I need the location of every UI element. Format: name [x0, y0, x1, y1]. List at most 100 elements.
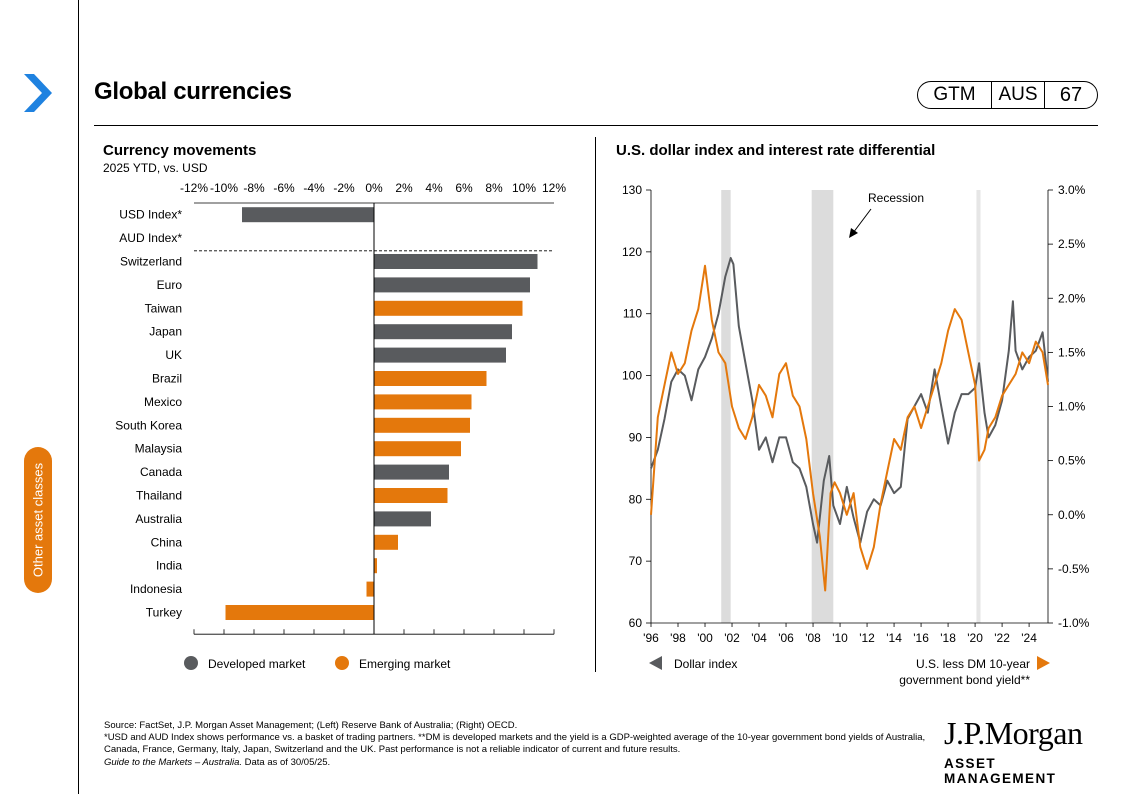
left-chart-title: Currency movements [103, 142, 257, 159]
category-label: Euro [157, 278, 183, 292]
x-tick-label: 2% [395, 181, 413, 195]
category-label: China [151, 535, 183, 549]
x-tick-label: '02 [724, 631, 740, 645]
dollar-index-chart: 60 70 80 90 100 110 120 130 -1.0% -0.5% 0.0% 0.5% 1.… [622, 183, 1090, 687]
x-tick-label: '16 [913, 631, 929, 645]
logo-wordmark: J.P.Morgan [944, 715, 1083, 751]
emerging-legend-marker [335, 656, 349, 670]
recession-band [976, 190, 981, 623]
right-chart-title: U.S. dollar index and interest rate diff… [616, 142, 936, 159]
recession-band [721, 190, 731, 623]
bar [374, 324, 512, 340]
category-label: Taiwan [145, 301, 182, 315]
badge-code: GTM [933, 84, 976, 105]
left-tick-label: 90 [629, 430, 643, 444]
bar [374, 464, 449, 480]
page-title: Global currencies [94, 78, 292, 105]
bar [374, 488, 448, 503]
footnote: Source: FactSet, J.P. Morgan Asset Manag… [104, 720, 934, 769]
x-tick-label: -2% [333, 181, 355, 195]
category-label: Mexico [144, 395, 182, 409]
bar [374, 558, 377, 574]
right-tick-label: 1.5% [1058, 345, 1086, 359]
right-tick-label: -0.5% [1058, 562, 1090, 576]
yield-legend-label: U.S. less DM 10-year government bond yiel… [899, 657, 1030, 687]
x-tick-label: '20 [967, 631, 983, 645]
x-tick-label: '06 [778, 631, 794, 645]
footnote-guide-title: Guide to the Markets – Australia. [104, 756, 242, 768]
left-tick-label: 120 [622, 245, 642, 259]
dollar-index-legend-label: Dollar index [674, 657, 737, 671]
bar [374, 277, 530, 293]
left-tick-label: 80 [629, 492, 643, 506]
bar [374, 394, 472, 410]
right-tick-label: -1.0% [1058, 616, 1090, 630]
right-tick-label: 0.0% [1058, 508, 1086, 522]
x-tick-label: '00 [697, 631, 713, 645]
badge-region: AUS [998, 84, 1038, 105]
category-label: Canada [140, 465, 182, 479]
x-tick-label: -8% [243, 181, 265, 195]
x-tick-label: -12% [180, 181, 208, 195]
recession-label: Recession [868, 191, 924, 205]
x-tick-label: '18 [940, 631, 956, 645]
category-label: UK [165, 348, 182, 362]
category-label: Australia [135, 512, 182, 526]
footnote-source: Source: FactSet, J.P. Morgan Asset Manag… [104, 720, 518, 731]
category-label: Turkey [146, 606, 182, 620]
category-label: Indonesia [130, 582, 182, 596]
section-tab[interactable] [24, 447, 52, 593]
developed-legend-marker [184, 656, 198, 670]
x-tick-label: 6% [455, 181, 473, 195]
left-tick-label: 130 [622, 183, 642, 197]
left-chart-subtitle: 2025 YTD, vs. USD [103, 161, 208, 175]
triangle-right-icon [1037, 656, 1050, 670]
x-tick-label: 8% [485, 181, 503, 195]
category-label: Japan [149, 325, 182, 339]
bar [374, 254, 538, 269]
badge-divider [1044, 82, 1045, 108]
x-tick-label: -10% [210, 181, 238, 195]
x-tick-label: '10 [832, 631, 848, 645]
x-tick-label: 12% [542, 181, 566, 195]
bar [366, 581, 374, 597]
badge-divider [991, 82, 992, 108]
category-label: South Korea [115, 418, 182, 432]
category-label: USD Index* [119, 208, 182, 222]
bar [374, 417, 470, 433]
bar [374, 371, 487, 386]
category-label: Malaysia [135, 442, 183, 456]
bar [374, 300, 523, 316]
x-tick-label: -6% [273, 181, 295, 195]
bar [374, 347, 506, 363]
developed-legend-label: Developed market [208, 657, 306, 671]
category-label: Switzerland [120, 255, 182, 269]
left-tick-label: 110 [623, 307, 642, 321]
dollar-index-line [650, 257, 1049, 544]
left-tick-label: 60 [629, 616, 643, 630]
bar [374, 441, 461, 457]
right-tick-label: 2.5% [1058, 237, 1086, 251]
right-tick-label: 3.0% [1058, 183, 1086, 197]
x-tick-label: '24 [1021, 631, 1037, 645]
x-tick-label: 4% [425, 181, 443, 195]
chart-divider [595, 137, 596, 672]
x-tick-label: '04 [751, 631, 767, 645]
right-tick-label: 1.0% [1058, 400, 1086, 414]
footnote-date: Data as of 30/05/25. [242, 756, 331, 768]
x-tick-label: 10% [512, 181, 536, 195]
x-tick-label: '22 [994, 631, 1010, 645]
right-tick-label: 0.5% [1058, 454, 1086, 468]
x-tick-label: '96 [643, 631, 659, 645]
footnote-guide: Guide to the Markets – Australia. Data a… [104, 757, 934, 769]
recession-arrow-head [849, 228, 858, 238]
right-tick-label: 2.0% [1058, 291, 1086, 305]
left-margin-rule [78, 0, 79, 794]
bar [242, 207, 374, 223]
jpmorgan-logo: J.P.Morgan ASSET MANAGEMENT [944, 716, 1099, 786]
left-tick-label: 100 [622, 369, 642, 383]
x-tick-label: 0% [365, 181, 383, 195]
badge-page-number: 67 [1059, 83, 1083, 106]
bar [374, 534, 398, 550]
x-tick-label: '08 [805, 631, 821, 645]
